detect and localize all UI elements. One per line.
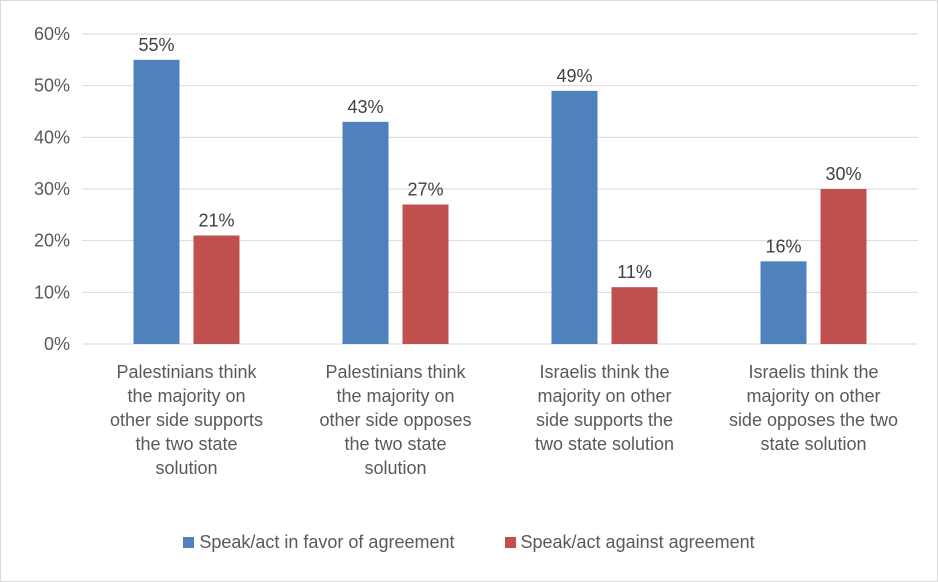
category-label-line: majority on other: [746, 386, 880, 406]
legend-swatch-against: [504, 537, 516, 548]
legend-label-against: Speak/act against agreement: [520, 532, 755, 552]
bar: [342, 121, 389, 344]
bar: [820, 189, 867, 344]
y-tick-label: 10%: [34, 282, 70, 302]
data-label: 11%: [617, 262, 652, 282]
category-label-line: solution: [364, 458, 426, 478]
y-tick-label: 60%: [34, 24, 70, 44]
data-label: 49%: [556, 66, 592, 86]
category-label: Palestinians think the majority on other s…: [319, 362, 471, 478]
bar: [611, 287, 658, 344]
category-label-line: side opposes the two: [729, 410, 898, 430]
legend: Speak/act in favor of agreement Speak/ac…: [0, 532, 938, 553]
legend-item-against: Speak/act against agreement: [504, 532, 755, 553]
y-tick-label: 0%: [44, 334, 70, 354]
category-label-line: other side supports: [110, 410, 263, 430]
category-label-line: Palestinians think: [325, 362, 466, 382]
data-label: 16%: [765, 236, 801, 256]
data-label: 21%: [198, 211, 234, 231]
category-label-line: Israelis think the: [748, 362, 878, 382]
data-label: 30%: [825, 164, 861, 184]
data-label: 27%: [407, 180, 443, 200]
category-label-line: Israelis think the: [539, 362, 669, 382]
category-label: Israelis think the majority on other side …: [535, 362, 674, 454]
category-label-line: the majority on: [127, 386, 245, 406]
category-label: Palestinians think the majority on other s…: [110, 362, 263, 478]
data-label: 55%: [138, 35, 174, 55]
bar: [193, 235, 240, 344]
category-label-line: the two state: [344, 434, 446, 454]
y-tick-label: 50%: [34, 76, 70, 96]
category-label-line: side supports the: [536, 410, 673, 430]
bar: [133, 59, 180, 344]
legend-label-favor: Speak/act in favor of agreement: [199, 532, 455, 552]
bar: [551, 90, 598, 344]
bar: [760, 261, 807, 344]
data-label: 43%: [347, 97, 383, 117]
category-label-line: state solution: [760, 434, 866, 454]
category-label-line: Palestinians think: [116, 362, 257, 382]
category-label-line: the two state: [135, 434, 237, 454]
category-label-line: majority on other: [537, 386, 671, 406]
category-label: Israelis think the majority on other side …: [729, 362, 898, 454]
category-label-line: other side opposes: [319, 410, 471, 430]
y-tick-label: 20%: [34, 231, 70, 251]
legend-swatch-favor: [183, 537, 195, 548]
category-label-line: the majority on: [336, 386, 454, 406]
category-label-line: two state solution: [535, 434, 674, 454]
y-tick-label: 30%: [34, 179, 70, 199]
y-tick-label: 40%: [34, 127, 70, 147]
category-label-line: solution: [155, 458, 217, 478]
legend-item-favor: Speak/act in favor of agreement: [183, 532, 455, 553]
bar: [402, 204, 449, 344]
